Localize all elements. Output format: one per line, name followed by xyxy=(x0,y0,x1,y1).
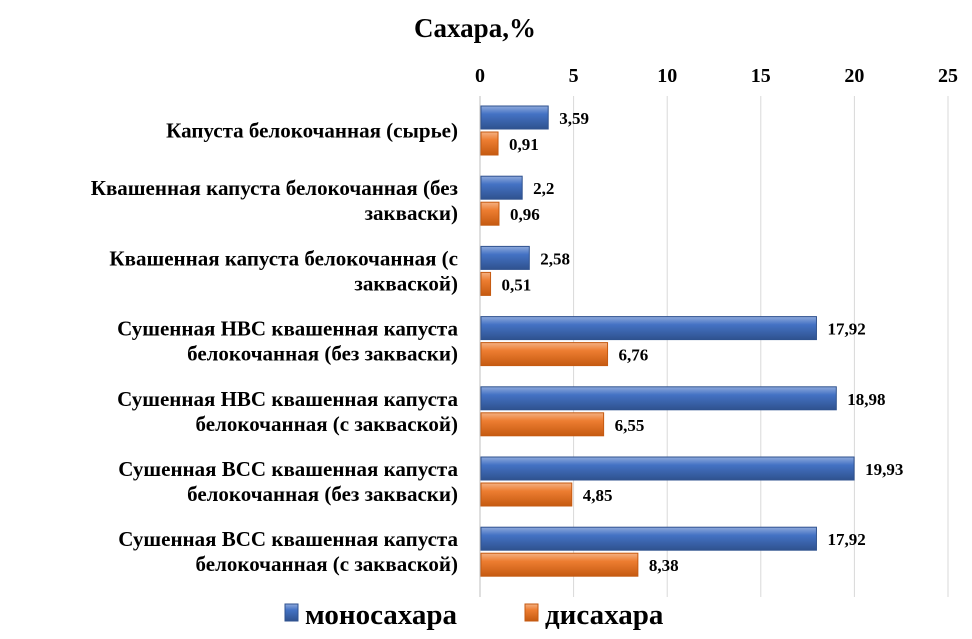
data-label: 18,98 xyxy=(847,390,885,409)
bar-di-2 xyxy=(480,271,492,296)
bar-mono-4 xyxy=(480,386,837,411)
category-label: Капуста белокочанная (сырье) xyxy=(166,119,458,143)
x-tick-label: 10 xyxy=(657,65,677,87)
x-tick-label: 15 xyxy=(751,65,771,87)
x-tick-label: 5 xyxy=(569,65,579,87)
chart-title: Сахара,% xyxy=(414,13,536,43)
data-labels: 3,59 0,91 2,2 0,96 2,58 0,51 17,92 6,76 18,98 6,5… xyxy=(502,109,904,575)
data-label: 4,85 xyxy=(583,486,613,505)
data-label: 2,2 xyxy=(533,179,554,198)
bar-mono-1 xyxy=(480,175,523,200)
data-label: 6,76 xyxy=(619,346,649,365)
bar-di-4 xyxy=(480,412,605,437)
bar-mono-2 xyxy=(480,245,530,270)
legend-swatch-mono xyxy=(284,603,299,622)
bar-mono-3 xyxy=(480,316,817,341)
x-tick-label: 0 xyxy=(475,65,485,87)
category-label: Сушенная НВС квашенная капуста белокочанн… xyxy=(117,317,458,366)
data-label: 17,92 xyxy=(827,530,865,549)
category-label: Сушенная ВСС квашенная капуста белокочанн… xyxy=(118,457,458,506)
x-tick-label: 25 xyxy=(938,65,958,87)
data-label: 19,93 xyxy=(865,460,903,479)
data-label: 0,51 xyxy=(502,275,532,294)
bar-di-5 xyxy=(480,482,573,507)
bar-di-6 xyxy=(480,552,639,577)
data-label: 17,92 xyxy=(827,320,865,339)
category-label: Квашенная капуста белокочанная (без заква… xyxy=(91,176,458,225)
bar-mono-5 xyxy=(480,456,855,481)
legend: моносахара дисахара xyxy=(284,599,664,631)
data-label: 3,59 xyxy=(559,109,589,128)
x-tick-label: 20 xyxy=(844,65,864,87)
bar-di-1 xyxy=(480,201,500,226)
data-label: 6,55 xyxy=(615,416,645,435)
legend-label-mono: моносахара xyxy=(305,599,458,631)
data-label: 0,91 xyxy=(509,135,539,154)
gridlines xyxy=(479,96,949,597)
bars xyxy=(480,105,855,577)
legend-swatch-di xyxy=(524,603,539,622)
category-label: Квашенная капуста белокочанная (с закваск… xyxy=(109,246,458,295)
category-label: Сушенная НВС квашенная капуста белокочанн… xyxy=(117,387,458,436)
category-label: Сушенная ВСС квашенная капуста белокочанн… xyxy=(118,527,458,576)
data-label: 0,96 xyxy=(510,205,540,224)
data-label: 2,58 xyxy=(540,249,570,268)
bar-mono-6 xyxy=(480,526,817,551)
data-label: 8,38 xyxy=(649,556,679,575)
x-axis-ticks: 0 5 10 15 20 25 xyxy=(475,65,958,87)
legend-label-di: дисахара xyxy=(545,599,664,631)
category-labels: Капуста белокочанная (сырье) Квашенная ка… xyxy=(91,119,459,577)
bar-di-0 xyxy=(480,131,499,156)
bar-di-3 xyxy=(480,342,609,367)
bar-mono-0 xyxy=(480,105,549,130)
